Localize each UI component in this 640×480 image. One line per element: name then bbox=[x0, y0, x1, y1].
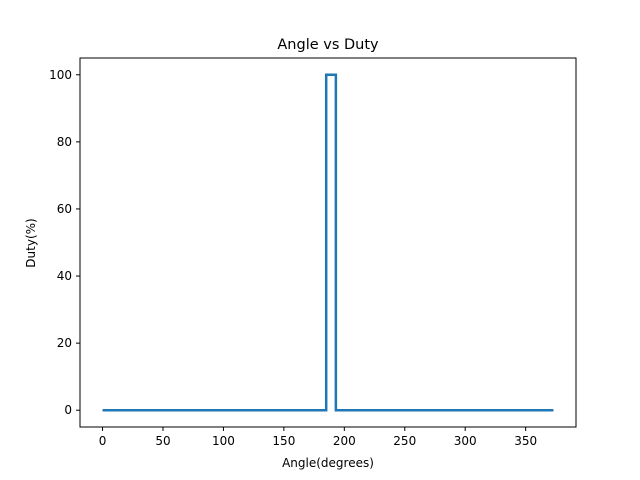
y-tick-label: 40 bbox=[57, 269, 72, 283]
x-tick-label: 150 bbox=[272, 434, 295, 448]
x-tick-label: 350 bbox=[514, 434, 537, 448]
x-tick-label: 200 bbox=[333, 434, 356, 448]
plot-area: 0 50 100 150 200 250 300 350 0 20 40 60 80 100 bbox=[49, 57, 577, 448]
x-tick-label: 100 bbox=[212, 434, 235, 448]
y-tick-label: 20 bbox=[57, 336, 72, 350]
y-axis-label: Duty(%) bbox=[24, 218, 38, 267]
y-tick-label: 60 bbox=[57, 202, 72, 216]
y-tick-label: 100 bbox=[49, 68, 72, 82]
x-tick-label: 250 bbox=[393, 434, 416, 448]
x-tick-label: 300 bbox=[454, 434, 477, 448]
x-tick-label: 50 bbox=[155, 434, 170, 448]
x-tick-label: 0 bbox=[99, 434, 107, 448]
x-axis-label: Angle(degrees) bbox=[282, 456, 374, 470]
chart-title: Angle vs Duty bbox=[277, 37, 379, 53]
y-tick-label: 0 bbox=[64, 403, 72, 417]
y-tick-label: 80 bbox=[57, 135, 72, 149]
series-line-0 bbox=[102, 73, 554, 412]
axes-frame bbox=[79, 57, 577, 428]
